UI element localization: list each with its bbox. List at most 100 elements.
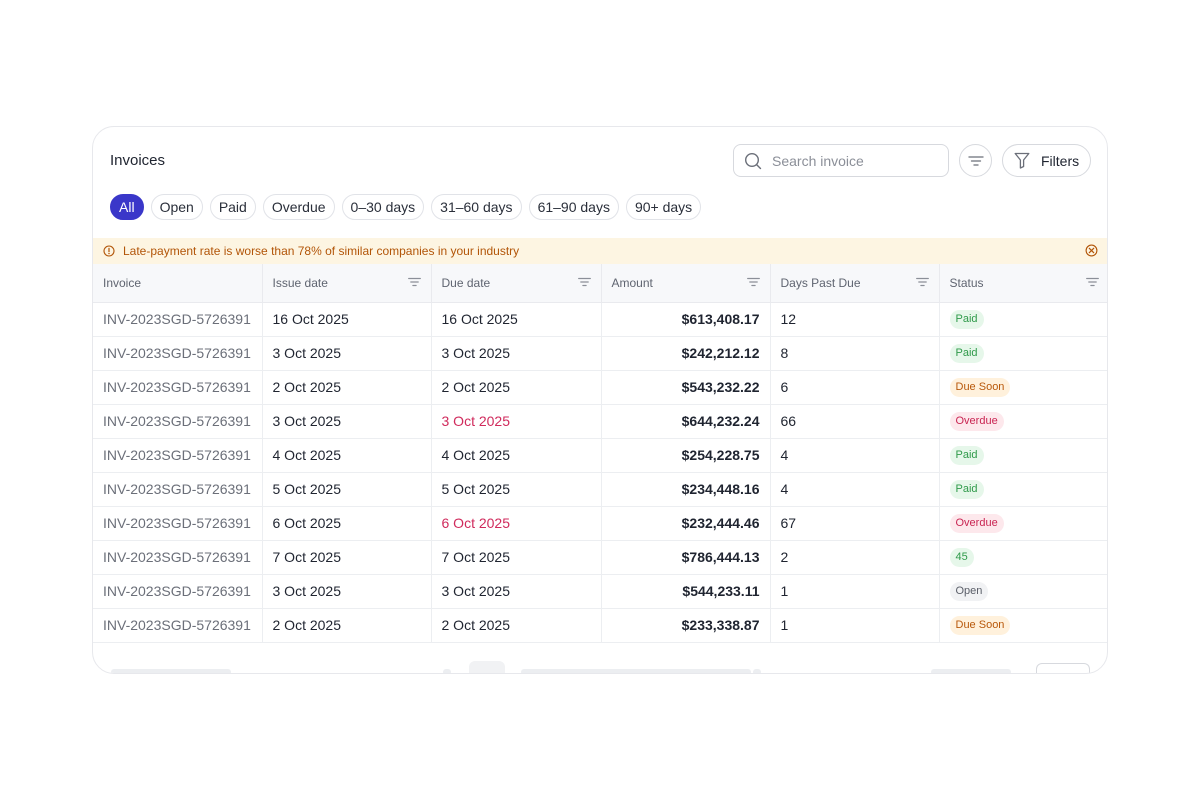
amount: $232,444.46 <box>601 506 771 541</box>
chevron-right-icon[interactable] <box>753 669 761 673</box>
warning-banner: Late-payment rate is worse than 78% of s… <box>93 238 1107 264</box>
sort-lines-icon[interactable] <box>1086 277 1099 287</box>
status-badge: Due Soon <box>949 378 1011 397</box>
filter-chips: All Open Paid Overdue 0–30 days 31–60 days 61–… <box>110 194 702 220</box>
table-row[interactable]: INV-2023SGD-5726391 3 Oct 2025 3 Oct 2025 $… <box>93 336 1107 371</box>
warning-circle-icon <box>103 245 115 257</box>
page-buttons[interactable] <box>521 669 751 673</box>
status-cell: Due Soon <box>939 608 1107 643</box>
column-header-due-date[interactable]: Due date <box>431 264 602 303</box>
days-past-due: 67 <box>770 506 940 541</box>
rows-per-page-label <box>931 669 1011 673</box>
due-date: 3 Oct 2025 <box>431 336 602 371</box>
issue-date: 3 Oct 2025 <box>262 336 432 371</box>
invoices-card: Invoices Filters AllOpenPaidOverdue0–30 … <box>92 126 1108 674</box>
column-header-amount[interactable]: Amount <box>601 264 771 303</box>
table-row[interactable]: INV-2023SGD-5726391 3 Oct 2025 3 Oct 2025 $… <box>93 404 1107 439</box>
due-date: 3 Oct 2025 <box>431 404 602 439</box>
status-cell: Paid <box>939 472 1107 507</box>
column-header-status[interactable]: Status <box>939 264 1107 303</box>
column-header-days-past-due[interactable]: Days Past Due <box>770 264 940 303</box>
due-date: 2 Oct 2025 <box>431 608 602 643</box>
invoice-number: INV-2023SGD-5726391 <box>93 472 263 507</box>
days-past-due: 6 <box>770 370 940 405</box>
column-header-label: Amount <box>611 275 653 290</box>
due-date: 6 Oct 2025 <box>431 506 602 541</box>
days-past-due: 66 <box>770 404 940 439</box>
table-row[interactable]: INV-2023SGD-5726391 7 Oct 2025 7 Oct 2025 $… <box>93 540 1107 575</box>
column-header-invoice[interactable]: Invoice <box>93 264 263 303</box>
sort-lines-icon[interactable] <box>407 277 421 287</box>
chip-paid[interactable]: Paid <box>209 194 256 220</box>
chip-31-60-days[interactable]: 31–60 days <box>431 194 522 220</box>
table-row[interactable]: INV-2023SGD-5726391 4 Oct 2025 4 Oct 2025 $… <box>93 438 1107 473</box>
table-row[interactable]: INV-2023SGD-5726391 3 Oct 2025 3 Oct 2025 $… <box>93 574 1107 609</box>
column-header-label: Status <box>949 275 984 290</box>
filters-button[interactable]: Filters <box>1002 144 1091 177</box>
chip-90-days[interactable]: 90+ days <box>625 194 702 220</box>
chip-overdue[interactable]: Overdue <box>262 194 335 220</box>
rows-per-page-select[interactable] <box>1036 663 1090 673</box>
column-header-label: Due date <box>441 275 491 290</box>
close-circle-icon[interactable] <box>1085 244 1098 257</box>
status-badge: Paid <box>949 344 984 363</box>
invoices-table: Invoice Issue date Due date Amount Days Past… <box>93 264 1107 643</box>
due-date: 2 Oct 2025 <box>431 370 602 405</box>
page-title: Invoices <box>110 152 166 169</box>
amount: $613,408.17 <box>601 302 771 337</box>
issue-date: 2 Oct 2025 <box>262 608 432 643</box>
invoice-number: INV-2023SGD-5726391 <box>93 540 263 575</box>
search-icon <box>744 152 762 169</box>
sort-lines-icon[interactable] <box>915 277 929 287</box>
invoice-number: INV-2023SGD-5726391 <box>93 574 263 609</box>
search-input[interactable] <box>772 152 932 169</box>
table-row[interactable]: INV-2023SGD-5726391 16 Oct 2025 16 Oct 202… <box>93 302 1107 337</box>
status-badge: Paid <box>949 310 984 329</box>
due-date: 4 Oct 2025 <box>431 438 602 473</box>
status-cell: Open <box>939 574 1107 609</box>
sort-lines-icon[interactable] <box>746 277 760 287</box>
chip-0-30-days[interactable]: 0–30 days <box>341 194 425 220</box>
table-row[interactable]: INV-2023SGD-5726391 6 Oct 2025 6 Oct 2025 $… <box>93 506 1107 541</box>
amount: $544,233.11 <box>601 574 771 609</box>
chevron-left-icon[interactable] <box>443 669 451 673</box>
pagination <box>93 657 1107 673</box>
days-past-due: 1 <box>770 608 940 643</box>
invoice-number: INV-2023SGD-5726391 <box>93 608 263 643</box>
status-cell: Overdue <box>939 506 1107 541</box>
issue-date: 7 Oct 2025 <box>262 540 432 575</box>
sort-lines-icon[interactable] <box>577 277 591 287</box>
due-date: 3 Oct 2025 <box>431 574 602 609</box>
days-past-due: 2 <box>770 540 940 575</box>
search-box[interactable] <box>733 144 949 177</box>
status-badge: 45 <box>949 548 974 567</box>
chip-open[interactable]: Open <box>150 194 203 220</box>
invoice-number: INV-2023SGD-5726391 <box>93 302 263 337</box>
invoice-number: INV-2023SGD-5726391 <box>93 370 263 405</box>
status-badge: Open <box>949 582 989 601</box>
due-date: 5 Oct 2025 <box>431 472 602 507</box>
card-header: Invoices Filters <box>93 127 1107 193</box>
status-cell: Overdue <box>939 404 1107 439</box>
invoice-number: INV-2023SGD-5726391 <box>93 438 263 473</box>
status-cell: 45 <box>939 540 1107 575</box>
invoice-number: INV-2023SGD-5726391 <box>93 336 263 371</box>
table-row[interactable]: INV-2023SGD-5726391 5 Oct 2025 5 Oct 2025 $… <box>93 472 1107 507</box>
chip-61-90-days[interactable]: 61–90 days <box>528 194 619 220</box>
page-button-current[interactable] <box>469 661 505 673</box>
invoice-number: INV-2023SGD-5726391 <box>93 404 263 439</box>
issue-date: 3 Oct 2025 <box>262 404 432 439</box>
column-header-issue-date[interactable]: Issue date <box>262 264 432 303</box>
filters-label: Filters <box>1041 152 1080 169</box>
chip-all[interactable]: All <box>110 194 144 220</box>
invoice-number: INV-2023SGD-5726391 <box>93 506 263 541</box>
days-past-due: 4 <box>770 438 940 473</box>
issue-date: 6 Oct 2025 <box>262 506 432 541</box>
table-row[interactable]: INV-2023SGD-5726391 2 Oct 2025 2 Oct 2025 $… <box>93 608 1107 643</box>
status-cell: Paid <box>939 336 1107 371</box>
table-header-row: Invoice Issue date Due date Amount Days Past… <box>93 264 1107 303</box>
amount: $786,444.13 <box>601 540 771 575</box>
issue-date: 16 Oct 2025 <box>262 302 432 337</box>
sort-button[interactable] <box>959 144 992 177</box>
table-row[interactable]: INV-2023SGD-5726391 2 Oct 2025 2 Oct 2025 $… <box>93 370 1107 405</box>
